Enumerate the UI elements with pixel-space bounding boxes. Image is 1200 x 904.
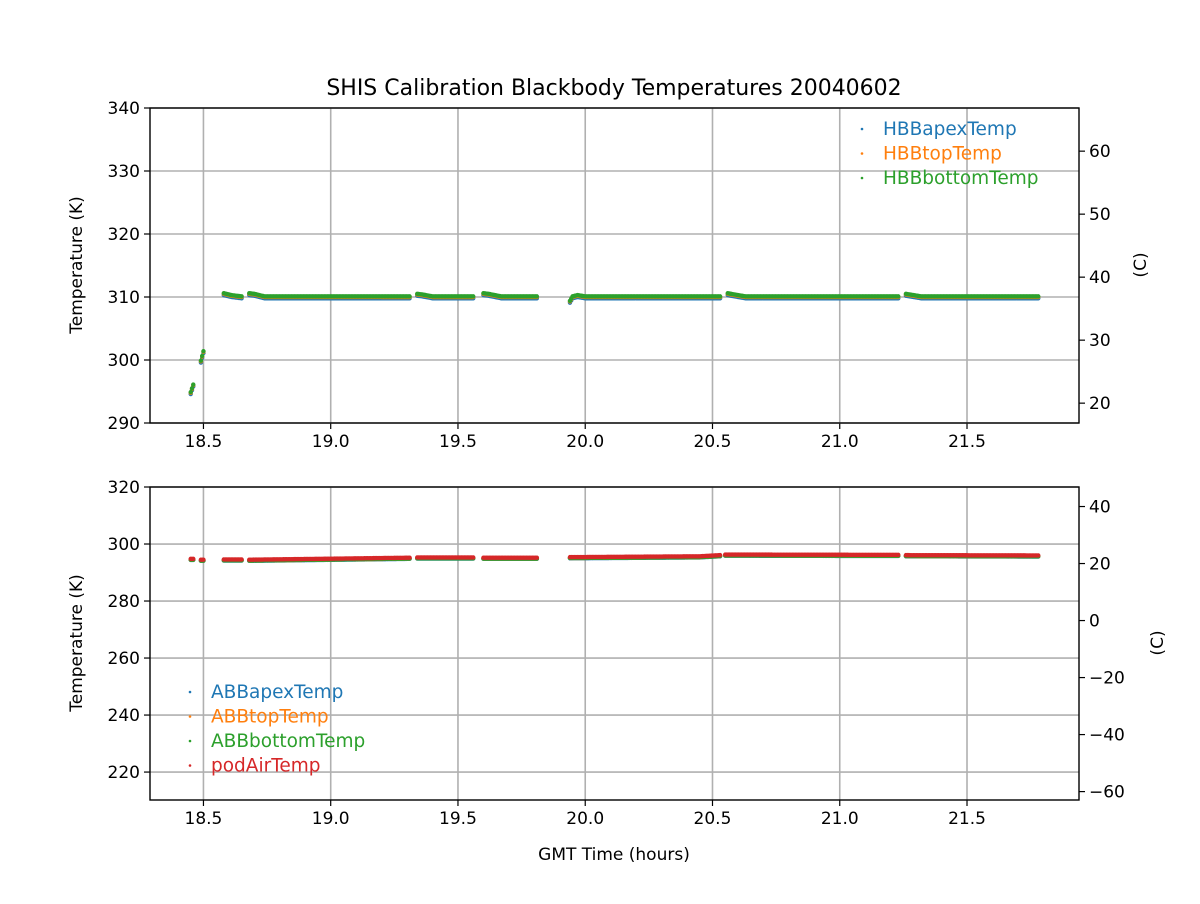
x-tick-label: 18.5: [185, 809, 223, 829]
plot-panel-1: 18.5 19.0 19.5 20.0 20.5 21.0 21.5 290 300 310 320…: [108, 99, 1111, 452]
right-y-tick-label: 20: [1089, 394, 1111, 414]
legend-label: HBBtopTemp: [883, 144, 1002, 165]
right-y-tick-label: 50: [1089, 205, 1111, 225]
data-points: [903, 552, 1041, 558]
x-tick-label: 21.5: [948, 432, 986, 452]
y-tick-label: 320: [108, 478, 140, 498]
legend-marker: [188, 739, 192, 743]
data-points: [188, 556, 196, 562]
right-y-tick-label: −20: [1089, 669, 1125, 689]
x-axis-label: GMT Time (hours): [538, 845, 690, 865]
legend-marker: [860, 152, 864, 155]
data-points: [567, 552, 723, 560]
series-podAirTemp: [188, 552, 1041, 562]
x-tick-label: 20.0: [566, 432, 604, 452]
x-tick-label: 19.5: [439, 809, 477, 829]
y-tick-label: 320: [108, 225, 140, 245]
legend-label: ABBtopTemp: [211, 707, 329, 728]
plot-panel-2: 18.5 19.0 19.5 20.0 20.5 21.0 21.5 220 240 260 280…: [108, 478, 1125, 829]
right-y-tick-label: 30: [1089, 331, 1111, 351]
x-tick-label: 18.5: [185, 432, 223, 452]
data-points: [188, 382, 196, 395]
right-y-tick-label: 40: [1089, 268, 1111, 288]
right-y-tick-label: −60: [1089, 783, 1125, 803]
y-tick-label: 290: [108, 414, 140, 434]
legend: ABBapexTemp ABBtopTemp ABBbottomTemp podAir…: [188, 682, 365, 777]
y-tick-label: 240: [108, 706, 140, 726]
x-tick-label: 19.5: [439, 432, 477, 452]
y-tick-label: 330: [108, 162, 140, 182]
data-points: [198, 557, 206, 562]
y-axis-label-bottom: Temperature (K): [67, 574, 87, 713]
right-y-tick-label: 40: [1089, 498, 1111, 518]
data-points: [723, 552, 901, 558]
data-points: [725, 291, 901, 299]
series-HBBapexTemp: [188, 292, 1041, 397]
data-points: [221, 291, 244, 299]
x-tick-label: 20.5: [694, 432, 732, 452]
y-tick-label: 340: [108, 99, 140, 119]
right-axis-label-bottom: (C): [1148, 630, 1168, 655]
right-y-tick-label: 60: [1089, 142, 1111, 162]
legend-marker: [188, 690, 192, 694]
chart-title: SHIS Calibration Blackbody Temperatures …: [326, 76, 901, 101]
legend-label: podAirTemp: [211, 756, 321, 777]
y-tick-label: 260: [108, 649, 140, 669]
axes-frame: [149, 486, 1080, 801]
series-HBBtopTemp: [188, 291, 1041, 395]
y-tick-label: 280: [108, 592, 140, 612]
data-points: [198, 348, 206, 363]
legend-marker: [188, 715, 192, 718]
data-points: [415, 555, 476, 560]
right-y-tick-label: 0: [1089, 612, 1100, 632]
x-tick-label: 19.0: [312, 432, 350, 452]
legend-label: ABBbottomTemp: [211, 731, 365, 752]
legend-label: ABBapexTemp: [211, 682, 343, 703]
x-tick-label: 21.5: [948, 809, 986, 829]
legend-label: HBBbottomTemp: [883, 168, 1039, 189]
y-tick-label: 310: [108, 288, 140, 308]
legend-marker: [860, 127, 864, 131]
data-points: [481, 291, 540, 299]
legend-label: HBBapexTemp: [883, 119, 1017, 140]
legend-marker: [188, 764, 192, 767]
data-points: [415, 291, 476, 299]
axes-frame: [149, 107, 1080, 424]
x-tick-label: 21.0: [821, 809, 859, 829]
right-y-tick-label: 20: [1089, 555, 1111, 575]
x-tick-label: 20.5: [694, 809, 732, 829]
y-tick-label: 300: [108, 535, 140, 555]
series-HBBbottomTemp: [188, 291, 1041, 395]
data-points: [481, 555, 540, 560]
legend-marker: [860, 176, 864, 180]
data-points: [247, 291, 412, 299]
x-tick-label: 21.0: [821, 432, 859, 452]
data-points: [903, 291, 1041, 299]
data-points: [247, 555, 412, 562]
y-tick-label: 300: [108, 351, 140, 371]
y-axis-label-top: Temperature (K): [67, 196, 87, 335]
y-tick-label: 220: [108, 763, 140, 783]
right-y-tick-label: −40: [1089, 726, 1125, 746]
x-tick-label: 19.0: [312, 809, 350, 829]
data-points: [221, 557, 244, 562]
right-axis-label-top: (C): [1131, 252, 1151, 277]
x-tick-label: 20.0: [566, 809, 604, 829]
data-points: [567, 292, 723, 303]
legend: HBBapexTemp HBBtopTemp HBBbottomTemp: [860, 119, 1039, 189]
